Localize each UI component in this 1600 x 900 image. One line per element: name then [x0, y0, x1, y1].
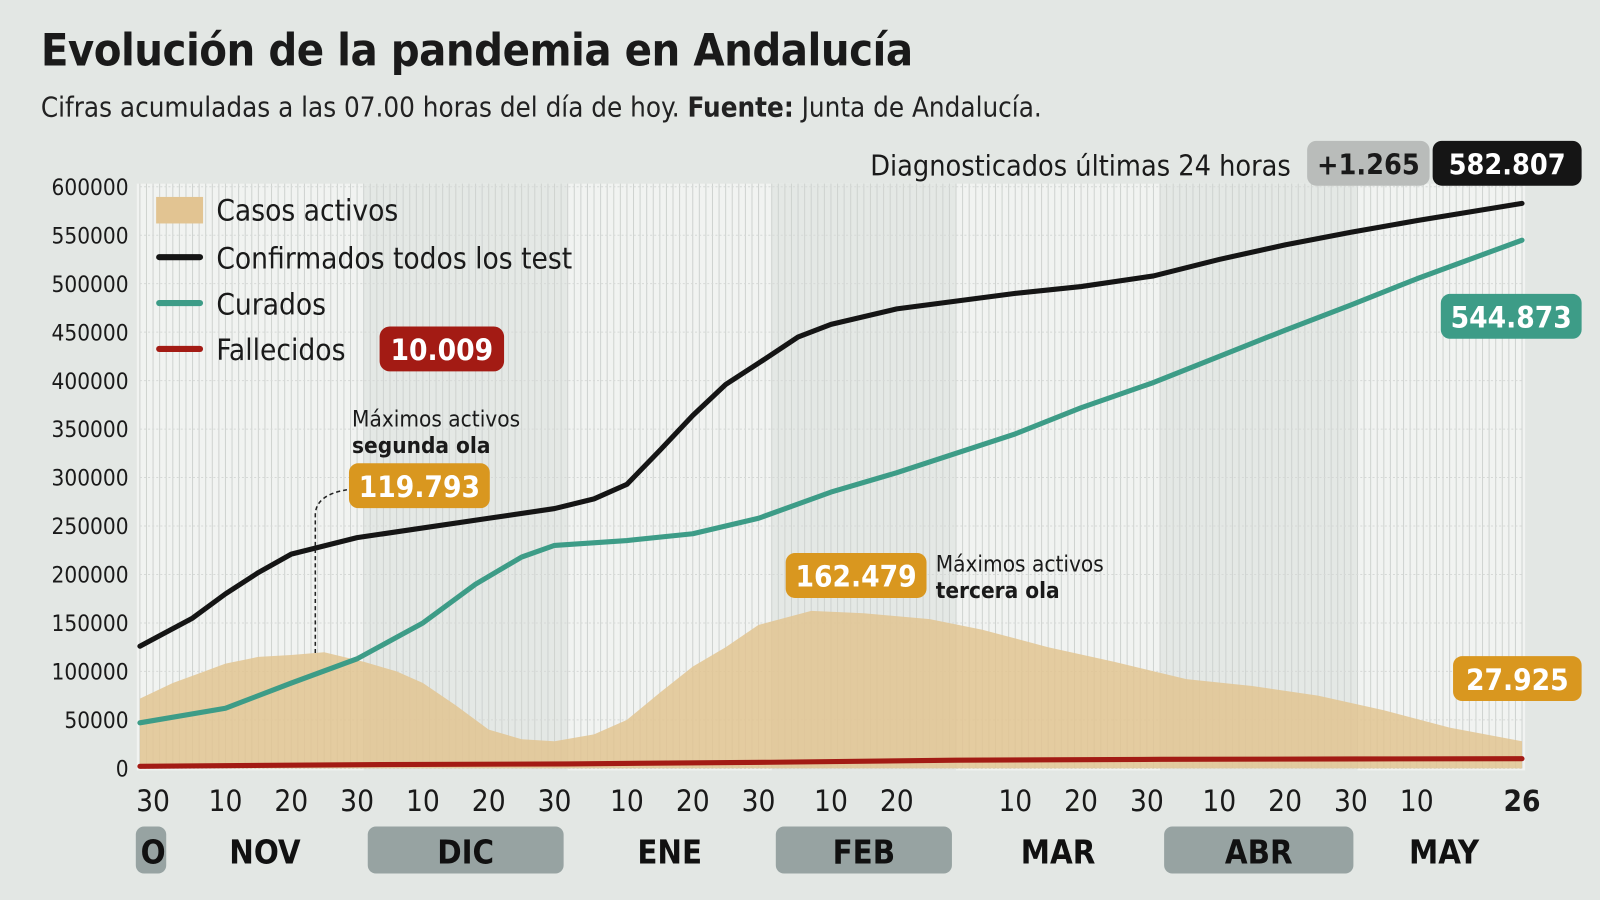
x-tick-label: 10	[1400, 784, 1434, 818]
x-tick-label: 26	[1504, 784, 1541, 818]
annotation-value: 162.479	[796, 560, 917, 594]
delta-value: +1.265	[1317, 147, 1420, 181]
month-label: MAY	[1409, 833, 1480, 871]
month-label: DIC	[437, 833, 494, 871]
month-label: O	[141, 833, 166, 871]
x-tick-label: 30	[742, 784, 776, 818]
series-line-curados	[137, 237, 1525, 726]
y-tick-label: 300000	[52, 466, 129, 492]
x-tick-label: 10	[1202, 784, 1236, 818]
annotation-badge	[785, 553, 927, 598]
x-tick-label: 30	[1130, 784, 1164, 818]
annotation-tercera-ola: 162.479 Máximos activos tercera ola	[785, 551, 1104, 604]
month-label: NOV	[229, 833, 301, 871]
x-tick-label: 10	[209, 784, 243, 818]
annotation-value: 119.793	[359, 470, 480, 504]
x-tick-label: 30	[340, 784, 374, 818]
month-label: ENE	[637, 833, 702, 871]
annotation-leader-line	[314, 489, 348, 654]
legend: Casos activos Confirmados todos los test…	[156, 193, 572, 372]
month-pill	[135, 826, 167, 874]
month-label: FEB	[833, 833, 896, 871]
header-badge: Diagnosticados últimas 24 horas +1.265 5…	[870, 140, 1582, 186]
month-pill	[367, 826, 564, 874]
annotation-text-bold: segunda ola	[352, 433, 490, 459]
y-tick-label: 50000	[64, 708, 128, 734]
x-tick-label: 20	[1064, 784, 1098, 818]
end-labels: 544.873 27.925	[1440, 293, 1582, 702]
series-line-confirmados	[137, 200, 1525, 649]
activos-end-badge	[1453, 656, 1582, 702]
y-tick-label: 350000	[52, 417, 129, 443]
x-tick-label: 30	[136, 784, 170, 818]
annotation-segunda-ola: Máximos activos segunda ola 119.793	[314, 407, 520, 654]
legend-label-curados: Curados	[216, 287, 326, 321]
curados-end-badge	[1440, 293, 1582, 339]
y-tick-label: 200000	[52, 563, 129, 589]
x-tick-label: 20	[1268, 784, 1302, 818]
y-tick-label: 100000	[52, 660, 129, 686]
annotation-text: Máximos activos	[352, 407, 520, 433]
y-tick-label: 600000	[52, 175, 129, 201]
series-area-activos	[139, 610, 1523, 769]
x-tick-label: 10	[406, 784, 440, 818]
x-tick-label: 10	[998, 784, 1032, 818]
y-tick-label: 150000	[52, 611, 129, 637]
x-tick-label: 20	[472, 784, 506, 818]
annotation-text: Máximos activos	[936, 551, 1104, 577]
annotation-badge	[348, 463, 490, 509]
x-tick-label: 10	[814, 784, 848, 818]
subtitle-text: Cifras acumuladas a las 07.00 horas del …	[40, 91, 680, 124]
activos-end-value: 27.925	[1466, 663, 1569, 697]
y-tick-label: 0	[116, 757, 129, 783]
fallecidos-badge-value: 10.009	[390, 333, 493, 367]
fallecidos-badge	[379, 326, 505, 372]
chart-subtitle: Cifras acumuladas a las 07.00 horas del …	[41, 92, 1042, 124]
total-badge	[1432, 140, 1582, 186]
x-tick-label: 30	[1334, 784, 1368, 818]
series-line-fallecidos	[137, 756, 1525, 769]
month-label: ABR	[1225, 833, 1293, 871]
month-label: MAR	[1021, 833, 1096, 871]
legend-label-confirmados: Confirmados todos los test	[216, 241, 572, 275]
x-tick-label: 30	[538, 784, 572, 818]
y-tick-label: 500000	[52, 272, 129, 298]
x-tick-label: 20	[676, 784, 710, 818]
legend-swatch-activos	[156, 196, 204, 224]
y-tick-label: 400000	[52, 369, 129, 395]
x-tick-label: 10	[610, 784, 644, 818]
y-tick-label: 250000	[52, 514, 129, 540]
y-tick-label: 450000	[52, 320, 129, 346]
x-tick-label: 20	[880, 784, 914, 818]
delta-badge	[1307, 140, 1430, 186]
month-pill	[775, 826, 952, 874]
x-tick-label: 20	[274, 784, 308, 818]
legend-label-activos: Casos activos	[216, 193, 398, 227]
source-text: Junta de Andalucía.	[801, 91, 1042, 124]
curados-end-value: 544.873	[1451, 301, 1572, 335]
annotation-text-bold: tercera ola	[936, 578, 1060, 604]
chart-title: Evolución de la pandemia en Andalucía	[40, 24, 913, 77]
total-value: 582.807	[1449, 147, 1566, 181]
y-tick-label: 550000	[52, 223, 129, 249]
legend-label-fallecidos: Fallecidos	[216, 333, 345, 367]
source-label: Fuente:	[687, 91, 794, 124]
month-pill	[1164, 826, 1354, 874]
diagnosticados-label: Diagnosticados últimas 24 horas	[870, 149, 1291, 183]
